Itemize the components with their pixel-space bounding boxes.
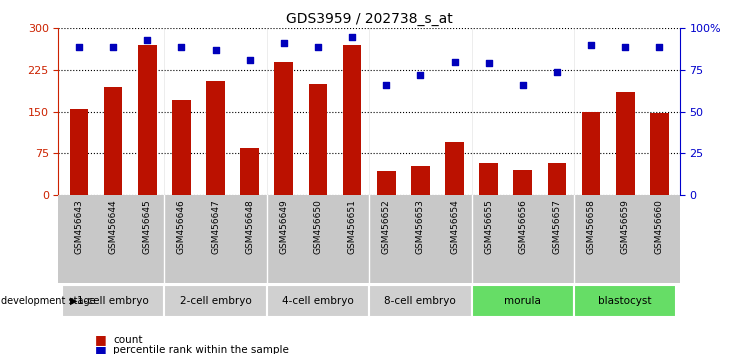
Bar — [471, 285, 574, 317]
Text: GSM456648: GSM456648 — [245, 199, 254, 254]
Bar — [548, 162, 567, 195]
Point — [210, 47, 221, 53]
Point — [380, 82, 392, 88]
Point — [312, 44, 324, 50]
Text: GSM456647: GSM456647 — [211, 199, 220, 254]
Point — [244, 57, 256, 63]
Text: 8-cell embryo: 8-cell embryo — [385, 296, 456, 306]
Point — [346, 34, 358, 40]
Text: GSM456652: GSM456652 — [382, 199, 391, 254]
Point — [586, 42, 597, 48]
Bar — [411, 166, 430, 195]
Text: GSM456651: GSM456651 — [347, 199, 357, 254]
Text: ■: ■ — [95, 344, 107, 354]
Bar — [172, 101, 191, 195]
Bar — [582, 112, 600, 195]
Bar — [274, 62, 293, 195]
Point — [175, 44, 187, 50]
Text: morula: morula — [504, 296, 541, 306]
Text: blastocyst: blastocyst — [599, 296, 652, 306]
Point — [482, 61, 494, 66]
Point — [517, 82, 529, 88]
Text: GSM456660: GSM456660 — [655, 199, 664, 254]
Bar — [104, 86, 123, 195]
Bar — [650, 113, 669, 195]
Bar — [308, 84, 327, 195]
Text: GSM456656: GSM456656 — [518, 199, 527, 254]
Text: ▶: ▶ — [70, 296, 77, 306]
Bar — [574, 285, 676, 317]
Point — [654, 44, 665, 50]
Bar — [445, 142, 464, 195]
Point — [619, 44, 631, 50]
Text: GSM456657: GSM456657 — [553, 199, 561, 254]
Text: GSM456645: GSM456645 — [143, 199, 152, 254]
Text: GSM456654: GSM456654 — [450, 199, 459, 254]
Text: ■: ■ — [95, 333, 107, 346]
Text: 4-cell embryo: 4-cell embryo — [282, 296, 354, 306]
Text: GSM456650: GSM456650 — [314, 199, 322, 254]
Text: development stage: development stage — [1, 296, 95, 306]
Title: GDS3959 / 202738_s_at: GDS3959 / 202738_s_at — [286, 12, 452, 26]
Text: GSM456649: GSM456649 — [279, 199, 288, 254]
Bar — [616, 92, 635, 195]
Text: GSM456646: GSM456646 — [177, 199, 186, 254]
Bar — [513, 170, 532, 195]
Text: GSM456655: GSM456655 — [484, 199, 493, 254]
Point — [278, 40, 289, 46]
Text: GSM456658: GSM456658 — [586, 199, 596, 254]
Text: GSM456659: GSM456659 — [621, 199, 629, 254]
Point — [551, 69, 563, 74]
Point — [73, 44, 85, 50]
Point — [107, 44, 119, 50]
Text: 2-cell embryo: 2-cell embryo — [180, 296, 251, 306]
Bar — [164, 285, 267, 317]
Text: GSM456653: GSM456653 — [416, 199, 425, 254]
Bar — [343, 45, 361, 195]
Text: 1-cell embryo: 1-cell embryo — [77, 296, 149, 306]
Point — [449, 59, 461, 64]
Bar — [369, 285, 471, 317]
Text: percentile rank within the sample: percentile rank within the sample — [113, 346, 289, 354]
Bar — [62, 285, 164, 317]
Bar — [206, 81, 225, 195]
Point — [414, 72, 426, 78]
Bar — [267, 285, 369, 317]
Bar — [69, 109, 88, 195]
Text: count: count — [113, 335, 143, 345]
Bar — [480, 162, 498, 195]
Point — [141, 37, 153, 43]
Text: GSM456644: GSM456644 — [109, 199, 118, 254]
Bar — [240, 148, 259, 195]
Bar — [138, 45, 156, 195]
Bar — [377, 171, 395, 195]
Text: GSM456643: GSM456643 — [75, 199, 83, 254]
